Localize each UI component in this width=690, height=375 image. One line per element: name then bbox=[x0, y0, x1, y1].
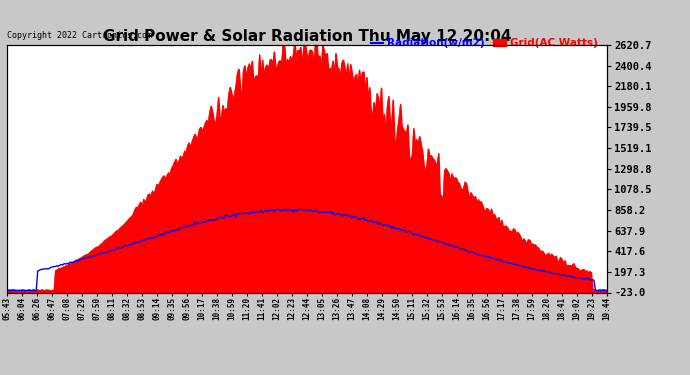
Text: Copyright 2022 Cartronics.com: Copyright 2022 Cartronics.com bbox=[7, 31, 152, 40]
Title: Grid Power & Solar Radiation Thu May 12 20:04: Grid Power & Solar Radiation Thu May 12 … bbox=[103, 29, 511, 44]
Legend: Radiation(w/m2), Grid(AC Watts): Radiation(w/m2), Grid(AC Watts) bbox=[366, 34, 602, 53]
